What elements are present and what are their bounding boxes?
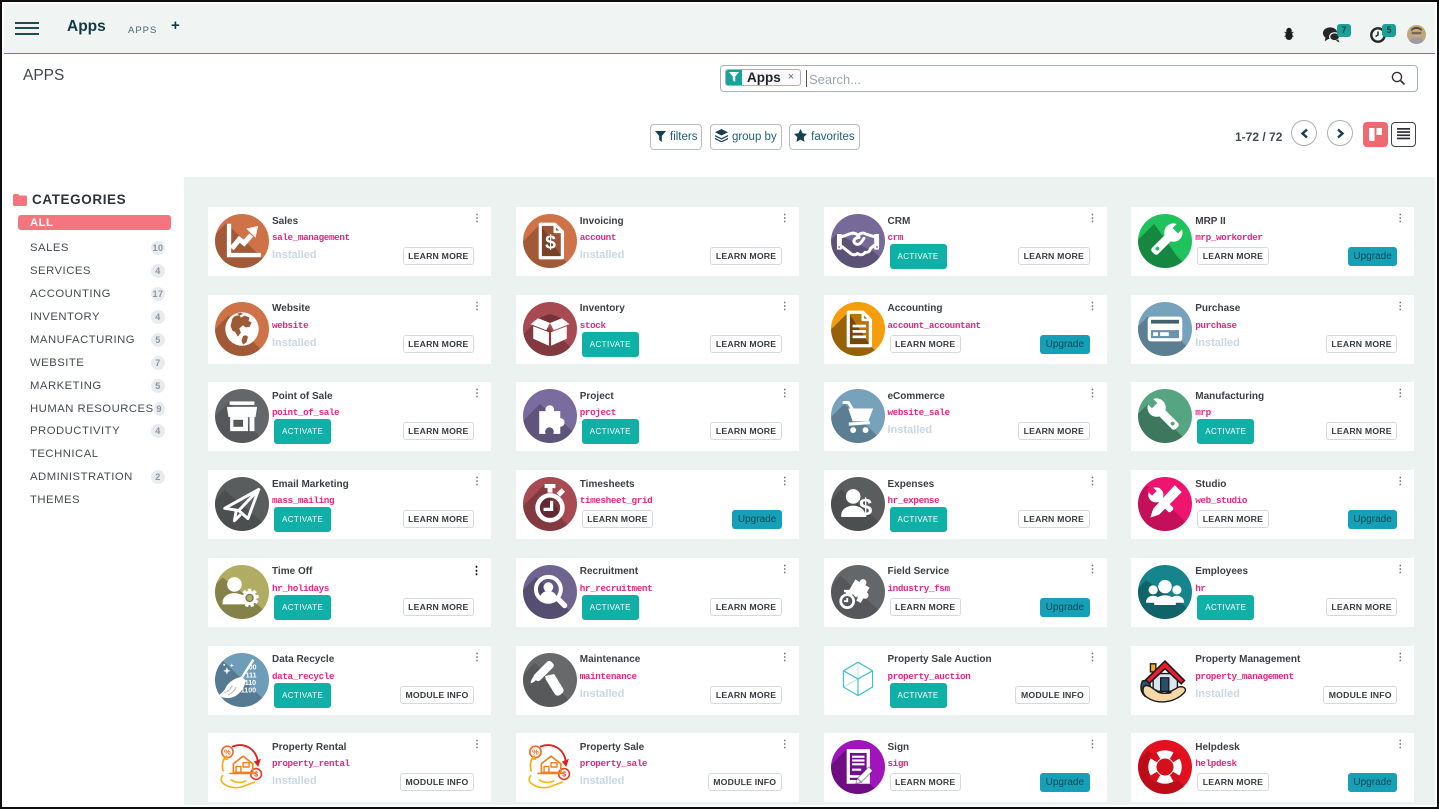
svg-text:$: $: [545, 232, 556, 254]
svg-text:111: 111: [246, 672, 257, 679]
svg-text:$: $: [858, 494, 871, 521]
svg-text:00: 00: [249, 664, 257, 671]
svg-text:1100: 1100: [241, 687, 256, 694]
svg-text:%: %: [224, 748, 231, 757]
svg-text:$: $: [562, 772, 566, 779]
svg-text:0110: 0110: [241, 679, 256, 686]
svg-text:$: $: [254, 772, 258, 779]
svg-text:%: %: [532, 748, 539, 757]
